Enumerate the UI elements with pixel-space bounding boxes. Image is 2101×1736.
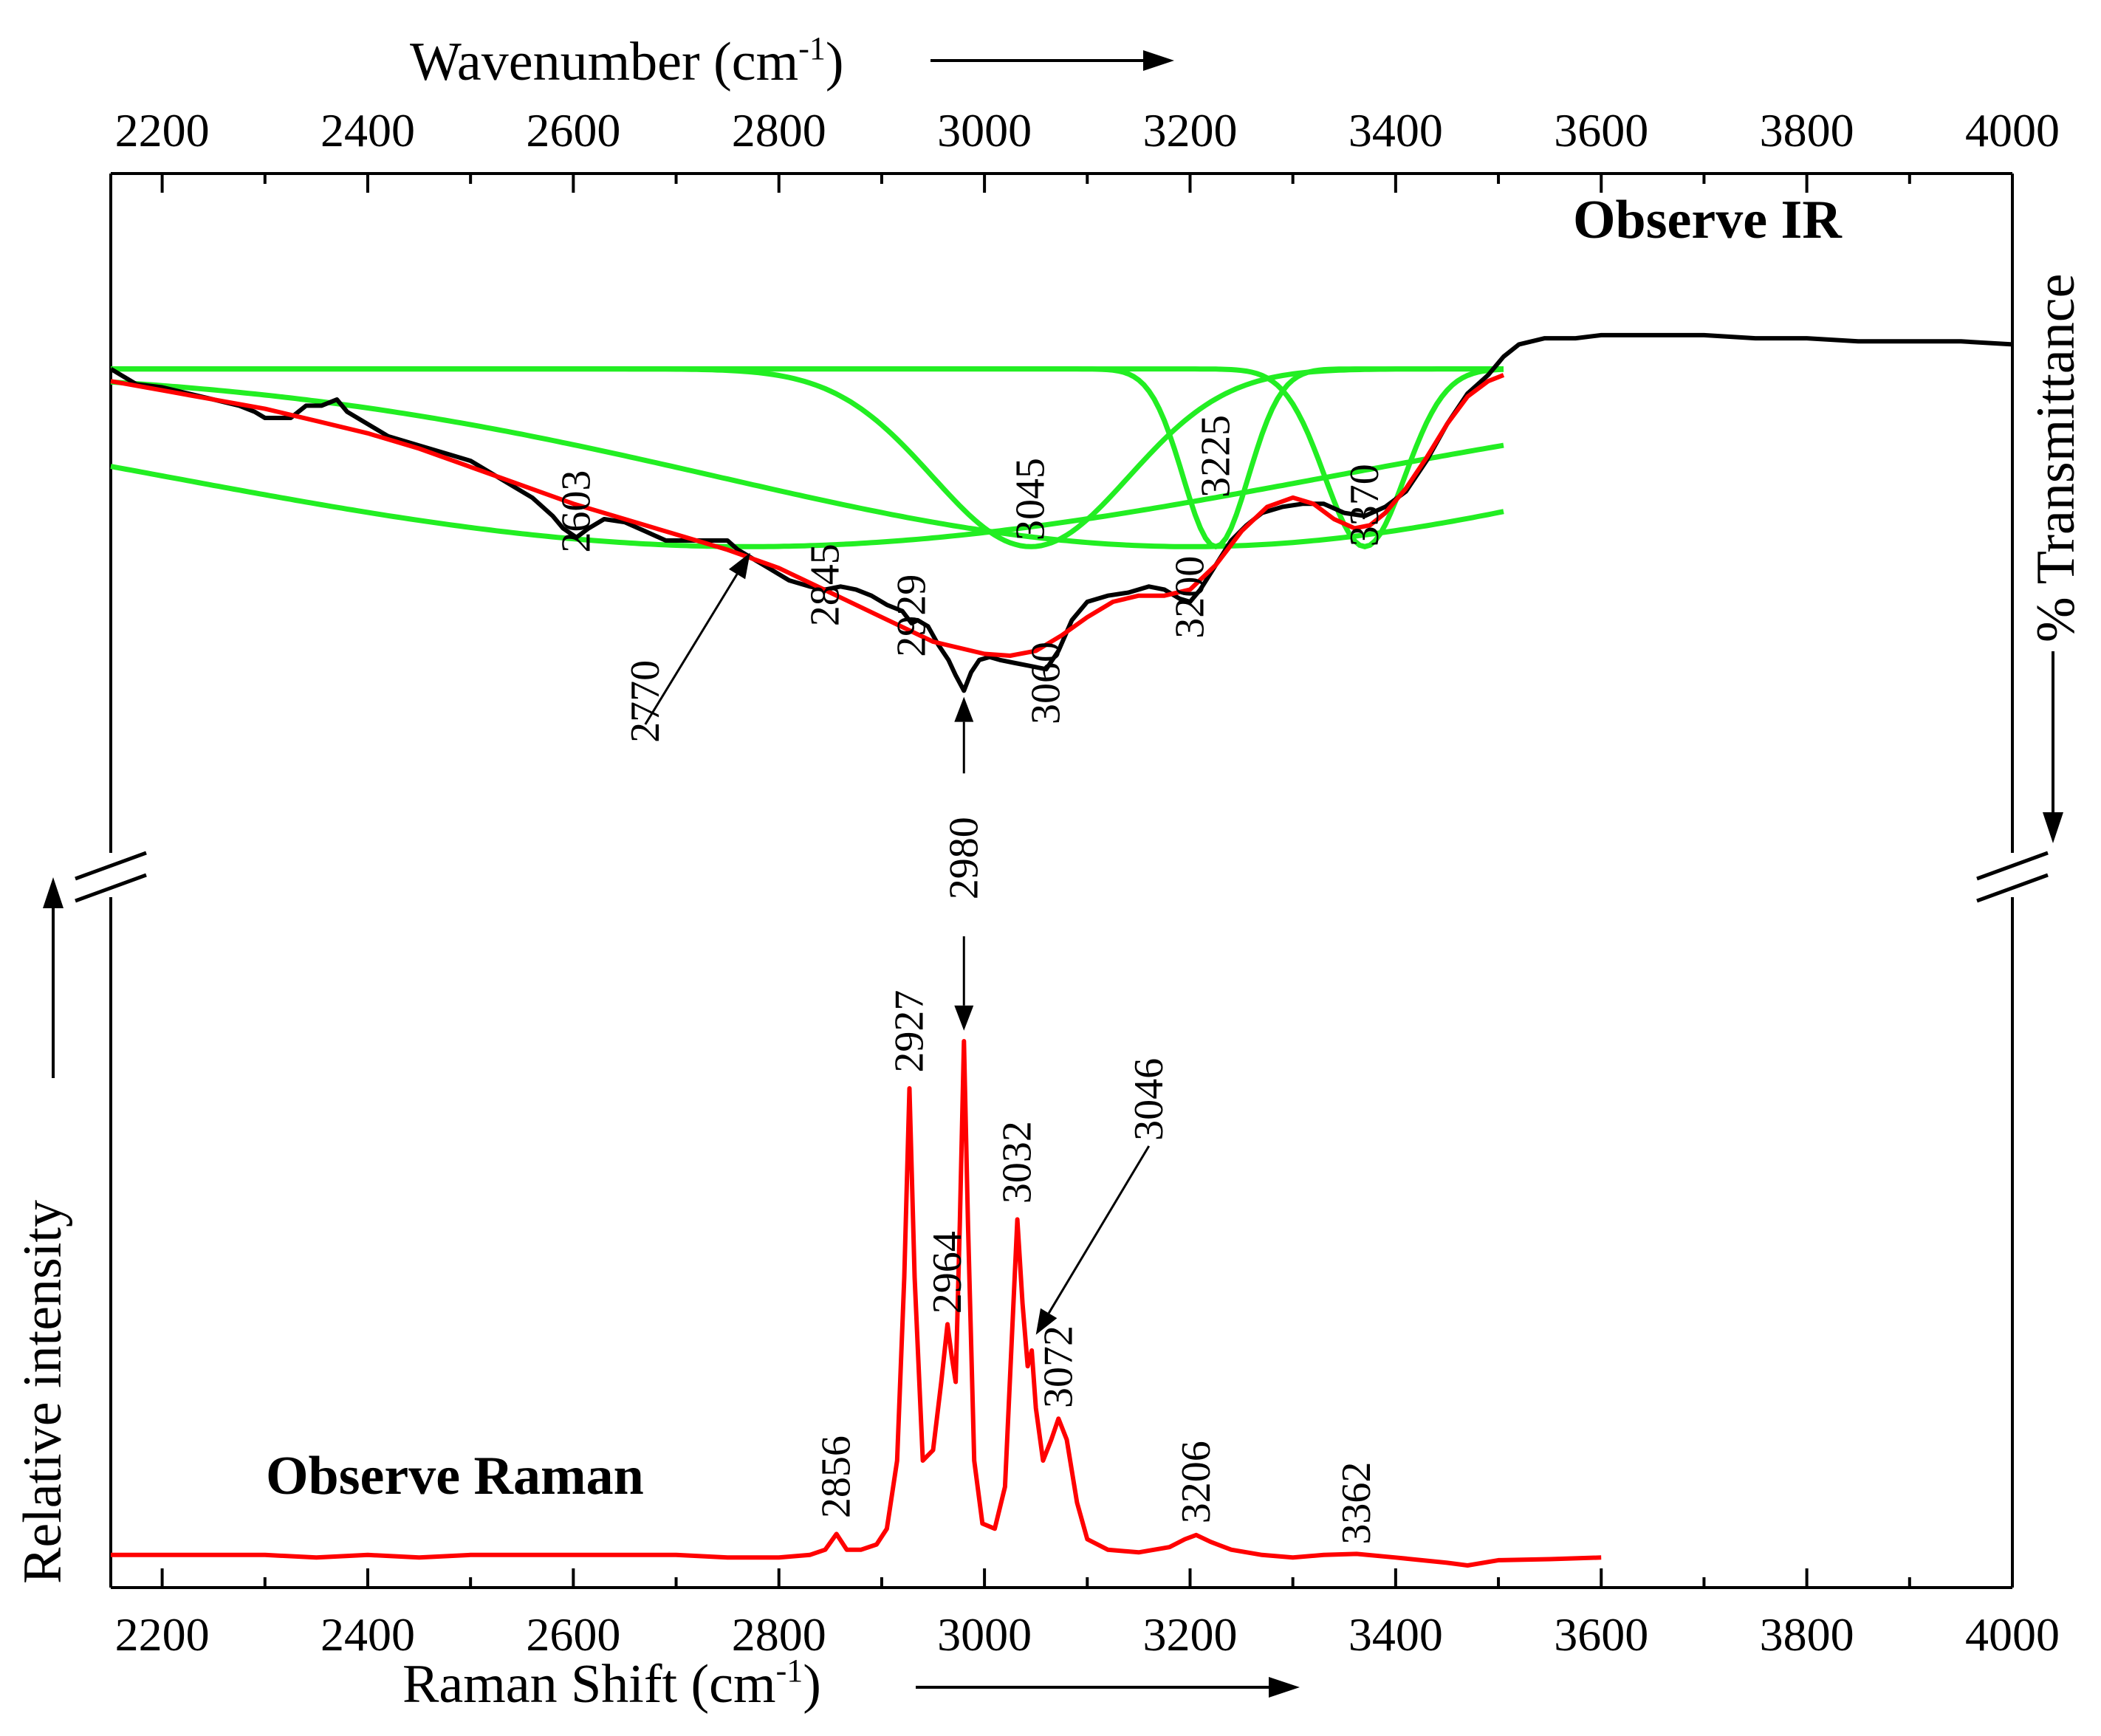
top-axis-title-close: ) xyxy=(826,32,844,92)
raman-peak-label-3206: 3206 xyxy=(1173,1441,1219,1523)
axis-break-right-1 xyxy=(1976,851,2049,881)
top-tick-label-2800: 2800 xyxy=(732,104,826,157)
ir-peak-label-3370: 3370 xyxy=(1342,464,1388,546)
right-axis-direction-arrow xyxy=(2043,651,2063,843)
ir-component-2770 xyxy=(110,442,1504,549)
peak-labels: 2603 2845 2929 3045 3060 3200 3225 3370 2770 2856… xyxy=(554,415,1388,1545)
top-tick-label-2600: 2600 xyxy=(526,104,620,157)
top-axis-direction-arrow xyxy=(930,50,1174,71)
arrow-2980-up-head xyxy=(954,696,974,722)
ir-component-3045 xyxy=(111,366,1504,549)
arrow-2980-down xyxy=(954,936,974,1031)
raman-peak-label-3046: 3046 xyxy=(1126,1058,1172,1141)
bottom-tick-label-4000: 4000 xyxy=(1965,1608,2060,1661)
ir-peak-label-2845: 2845 xyxy=(802,543,848,626)
top-tick-label-3600: 3600 xyxy=(1554,104,1648,157)
axis-break-right-2 xyxy=(1976,873,2049,903)
ir-series xyxy=(109,332,2013,693)
ir-component-3370 xyxy=(111,366,1504,549)
bottom-axis-title-sup: -1 xyxy=(776,1653,803,1689)
left-axis-title: Relative intensity xyxy=(13,1200,73,1584)
raman-peak-label-2980: 2980 xyxy=(941,817,987,899)
arrow-2980-up xyxy=(954,696,974,774)
top-axis-title: Wavenumber (cm-1) xyxy=(410,30,844,92)
top-tick-label-4000: 4000 xyxy=(1965,104,2060,157)
ir-component-3225 xyxy=(111,366,1504,550)
raman-peak-label-3362: 3362 xyxy=(1334,1462,1379,1545)
arrow-2770-shaft xyxy=(644,573,738,725)
plot-frame xyxy=(75,172,2049,1589)
top-tick-label-2400: 2400 xyxy=(321,104,415,157)
bottom-tick-label-3600: 3600 xyxy=(1554,1608,1648,1661)
ir-fit-line xyxy=(110,373,1505,658)
ir-peak-label-3225: 3225 xyxy=(1193,415,1238,498)
top-axis-title-text: Wavenumber (cm xyxy=(410,32,798,92)
bottom-tick-label-2800: 2800 xyxy=(732,1608,826,1661)
bottom-tick-label-3400: 3400 xyxy=(1348,1608,1443,1661)
top-tick-label-3000: 3000 xyxy=(937,104,1032,157)
top-tick-label-3800: 3800 xyxy=(1760,104,1854,157)
raman-peak-label-3072: 3072 xyxy=(1035,1325,1081,1408)
ir-peak-label-2929: 2929 xyxy=(888,574,934,657)
bottom-axis-title-close: ) xyxy=(803,1654,821,1715)
axis-break-left-1 xyxy=(75,851,147,881)
bottom-tick-label-3000: 3000 xyxy=(937,1608,1032,1661)
arrow-2980-down-head xyxy=(954,1005,974,1031)
raman-series xyxy=(111,1039,1602,1568)
ir-panel-title: Observe IR xyxy=(1573,190,1843,250)
top-tick-label-3200: 3200 xyxy=(1142,104,1237,157)
bottom-tick-label-3800: 3800 xyxy=(1760,1608,1854,1661)
bottom-axis-title: Raman Shift (cm-1) xyxy=(402,1653,821,1715)
bottom-tick-label-2200: 2200 xyxy=(115,1608,210,1661)
ir-peak-label-2603: 2603 xyxy=(554,470,600,553)
arrow-2770-head xyxy=(728,552,750,580)
raman-peak-label-3032: 3032 xyxy=(995,1121,1041,1204)
axis-break-left-2 xyxy=(75,873,147,903)
arrow-3046 xyxy=(1035,1145,1151,1335)
arrow-2770 xyxy=(644,552,750,725)
raman-observed-line xyxy=(111,1039,1602,1568)
bottom-axis-ticks: 2200 2400 2600 2800 3000 3200 3400 3600 3800 4000 xyxy=(115,1568,2060,1661)
bottom-tick-label-3200: 3200 xyxy=(1142,1608,1237,1661)
raman-panel-title: Observe Raman xyxy=(266,1446,644,1506)
ir-peak-label-3200: 3200 xyxy=(1168,556,1213,639)
arrow-3046-shaft xyxy=(1047,1145,1151,1314)
bottom-axis-title-text: Raman Shift (cm xyxy=(402,1654,776,1715)
arrow-3046-head xyxy=(1035,1308,1058,1335)
right-axis-title: % Transmittance xyxy=(2026,274,2086,642)
bottom-axis-direction-arrow xyxy=(916,1677,1300,1698)
annotation-arrows xyxy=(644,552,1151,1335)
raman-peak-label-2964: 2964 xyxy=(925,1231,970,1314)
ir-peak-label-2770: 2770 xyxy=(623,660,668,743)
ir-peak-label-3060: 3060 xyxy=(1024,642,1069,724)
top-tick-label-3400: 3400 xyxy=(1348,104,1443,157)
bottom-tick-label-2600: 2600 xyxy=(526,1608,620,1661)
left-axis-direction-arrow xyxy=(43,877,64,1078)
ir-peak-label-3045: 3045 xyxy=(1008,458,1054,541)
ir-fit-components xyxy=(110,366,1504,550)
top-axis-ticks: 2200 2400 2600 2800 3000 3200 3400 3600 3800 4000 xyxy=(115,104,2060,193)
raman-peak-label-2856: 2856 xyxy=(814,1435,860,1518)
raman-peak-label-2927: 2927 xyxy=(887,990,933,1073)
top-axis-title-sup: -1 xyxy=(798,30,826,66)
top-tick-label-2200: 2200 xyxy=(115,104,210,157)
bottom-tick-label-2400: 2400 xyxy=(321,1608,415,1661)
